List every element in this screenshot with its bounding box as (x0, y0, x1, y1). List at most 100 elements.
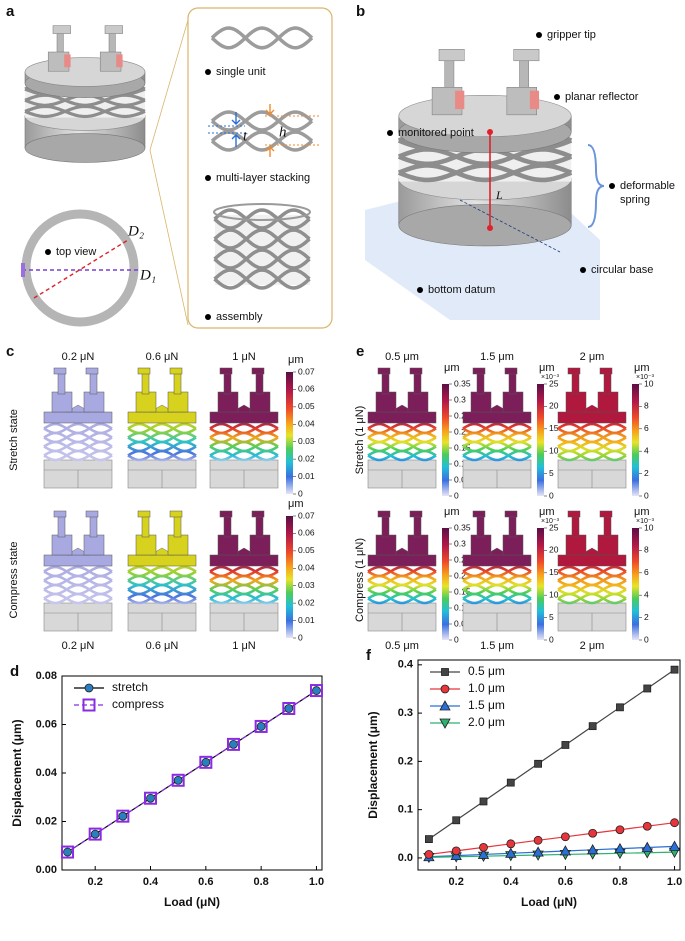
finger (255, 371, 264, 395)
finger (89, 371, 98, 395)
colorbar-tick-label: 0.07 (298, 510, 315, 520)
colorbar-tick-label: 0.3 (454, 538, 466, 548)
block (597, 391, 619, 413)
spring-wave (210, 26, 314, 50)
spring-wave (210, 130, 314, 152)
point (479, 842, 488, 852)
step-label: 1.5 μm (480, 640, 514, 652)
colorbar-tick-label: 0.06 (298, 384, 315, 394)
spring-wave (43, 449, 113, 462)
finger-tip (599, 367, 613, 375)
point (641, 841, 653, 852)
spring-wave (213, 248, 311, 270)
finger (381, 514, 390, 538)
point (532, 846, 544, 857)
colorbar-scale: ×10⁻³ (636, 518, 655, 525)
bullet (536, 32, 542, 38)
series-line (428, 851, 675, 858)
finger-tip (85, 510, 99, 518)
finger-tip (52, 25, 71, 34)
caption-wrap: spring (620, 194, 650, 206)
point (309, 684, 323, 698)
colorbar (442, 528, 449, 640)
point (201, 757, 211, 767)
point (477, 848, 490, 859)
block (375, 391, 397, 413)
finger-tip (438, 49, 465, 62)
panel-letter: e (356, 343, 364, 360)
monitored-dot (487, 129, 493, 135)
panel-letter: a (6, 3, 15, 20)
legend-marker (82, 698, 96, 712)
arrow (231, 112, 241, 147)
top-view-ring (21, 209, 139, 327)
colorbar-tick-label: 5 (549, 612, 554, 622)
colorbar-tick-label: 0.2 (454, 426, 466, 436)
finger-tip (137, 510, 151, 518)
series-line (428, 845, 675, 858)
spring-wave (210, 110, 314, 132)
point (146, 793, 155, 803)
colorbar-tick-label: 0.15 (454, 442, 471, 452)
point (424, 850, 434, 859)
bullet (609, 183, 615, 189)
assembly-top (213, 203, 311, 221)
legend-label: 1.5 μm (468, 698, 505, 712)
point (506, 839, 516, 849)
finger (223, 514, 232, 538)
block (470, 534, 492, 556)
top-plate (209, 554, 279, 567)
colorbar-unit: μm (539, 506, 555, 518)
spring-wave (462, 592, 532, 605)
finger-tip (567, 510, 581, 518)
x-tick-label: 0.6 (558, 876, 573, 888)
row-label: Compress (1 μN) (354, 538, 366, 622)
caption: top view (56, 246, 96, 258)
block (502, 534, 524, 556)
panel-letter: c (6, 343, 14, 360)
block (470, 391, 492, 413)
finger (57, 514, 66, 538)
point (616, 703, 624, 712)
finger (508, 371, 517, 395)
x-tick-label: 1.0 (667, 876, 682, 888)
y-tick-label: 0.02 (36, 815, 57, 827)
datum-dot (487, 225, 493, 231)
finger-tip (409, 367, 423, 375)
finger-tip (513, 49, 540, 62)
base-cylinder (24, 101, 146, 163)
finger-tip (409, 510, 423, 518)
finger-tip (504, 367, 518, 375)
colorbar-tick-label: 0 (644, 634, 649, 644)
finger (141, 514, 150, 538)
reflector (116, 54, 123, 68)
block (565, 391, 587, 413)
point (670, 818, 679, 828)
top-plate (367, 554, 437, 567)
point (614, 842, 626, 854)
spring-wave (367, 449, 437, 462)
colorbar (286, 516, 293, 638)
colorbar-unit: μm (444, 362, 460, 374)
symbol: D₁ (139, 267, 156, 283)
legend-label: 1.0 μm (468, 681, 505, 695)
step-label: 2 μm (580, 351, 605, 363)
point (479, 797, 488, 806)
y-tick-label: 0.1 (398, 804, 413, 816)
bullet (580, 267, 586, 273)
caption: gripper tip (547, 29, 596, 41)
x-tick-label: 0.8 (254, 876, 269, 888)
top-plate (43, 554, 113, 567)
block (135, 534, 157, 556)
symbol: t (243, 128, 248, 144)
finger-tip (472, 367, 486, 375)
legend-label: compress (112, 697, 164, 711)
finger-tip (85, 367, 99, 375)
legend-marker (441, 668, 449, 676)
reflector (455, 90, 465, 110)
panel-letter: d (10, 663, 19, 680)
symbol: D₂ (127, 223, 144, 239)
spring-wave (213, 208, 311, 230)
colorbar-unit: μm (539, 362, 555, 374)
top-plate (462, 411, 532, 424)
